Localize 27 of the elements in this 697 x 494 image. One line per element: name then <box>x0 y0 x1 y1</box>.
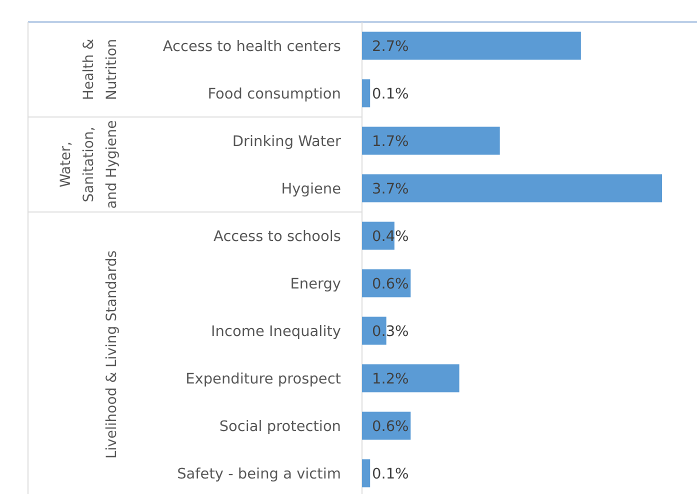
y-tick-label: Drinking Water <box>232 134 342 150</box>
data-label: 0.1% <box>372 86 409 102</box>
bar <box>362 174 662 202</box>
bar <box>362 126 500 155</box>
y-tick-label: Safety - being a victim <box>177 466 341 482</box>
y-tick-label: Access to schools <box>214 228 341 245</box>
y-tick-label: Hygiene <box>281 181 342 198</box>
y-tick-label: Expenditure prospect <box>186 371 342 388</box>
y-tick-label: Social protection <box>219 418 341 435</box>
data-label: 2.7% <box>372 38 409 55</box>
data-label: 0.6% <box>372 276 409 292</box>
data-label: 1.7% <box>372 134 409 150</box>
data-label: 0.6% <box>372 418 409 435</box>
text: Health & Nutrition <box>81 38 120 100</box>
text: Water, Sanitation, and Hygiene <box>58 120 120 209</box>
bar <box>362 459 370 488</box>
data-label: 0.1% <box>372 466 409 482</box>
bar <box>362 32 581 60</box>
bar <box>362 364 460 392</box>
y-tick-label: Income Inequality <box>211 324 342 340</box>
data-label: 3.7% <box>372 181 409 198</box>
bar <box>362 79 370 108</box>
y-tick-label: Energy <box>290 276 342 292</box>
y-tick-label: Access to health centers <box>162 38 341 55</box>
text: Livelihood & Living Standards <box>104 250 120 459</box>
y-tick-label: Food consumption <box>208 86 341 102</box>
data-label: 1.2% <box>372 371 409 388</box>
